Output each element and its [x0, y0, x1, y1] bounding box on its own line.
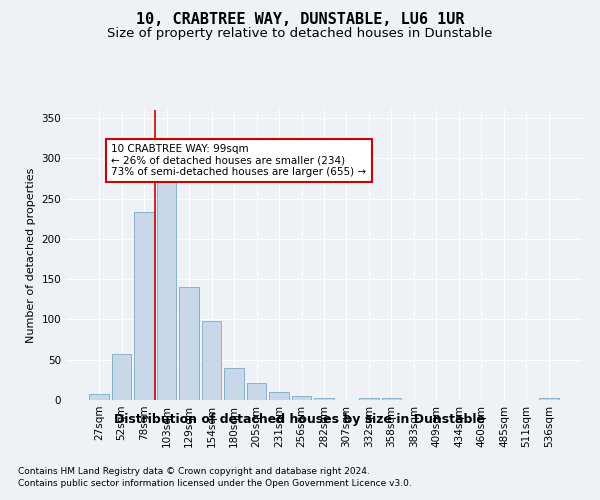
Bar [382, 398, 401, 400]
Bar [269, 392, 289, 400]
Text: 10, CRABTREE WAY, DUNSTABLE, LU6 1UR: 10, CRABTREE WAY, DUNSTABLE, LU6 1UR [136, 12, 464, 28]
Text: Distribution of detached houses by size in Dunstable: Distribution of detached houses by size … [115, 412, 485, 426]
Bar [179, 287, 199, 400]
Bar [157, 169, 176, 400]
Y-axis label: Number of detached properties: Number of detached properties [26, 168, 36, 342]
Bar [89, 394, 109, 400]
Bar [202, 321, 221, 400]
Text: Contains HM Land Registry data © Crown copyright and database right 2024.: Contains HM Land Registry data © Crown c… [18, 468, 370, 476]
Bar [359, 398, 379, 400]
Bar [224, 368, 244, 400]
Text: Size of property relative to detached houses in Dunstable: Size of property relative to detached ho… [107, 28, 493, 40]
Bar [292, 396, 311, 400]
Text: 10 CRABTREE WAY: 99sqm
← 26% of detached houses are smaller (234)
73% of semi-de: 10 CRABTREE WAY: 99sqm ← 26% of detached… [112, 144, 367, 177]
Bar [112, 354, 131, 400]
Bar [314, 398, 334, 400]
Bar [134, 212, 154, 400]
Bar [247, 383, 266, 400]
Text: Contains public sector information licensed under the Open Government Licence v3: Contains public sector information licen… [18, 479, 412, 488]
Bar [539, 398, 559, 400]
